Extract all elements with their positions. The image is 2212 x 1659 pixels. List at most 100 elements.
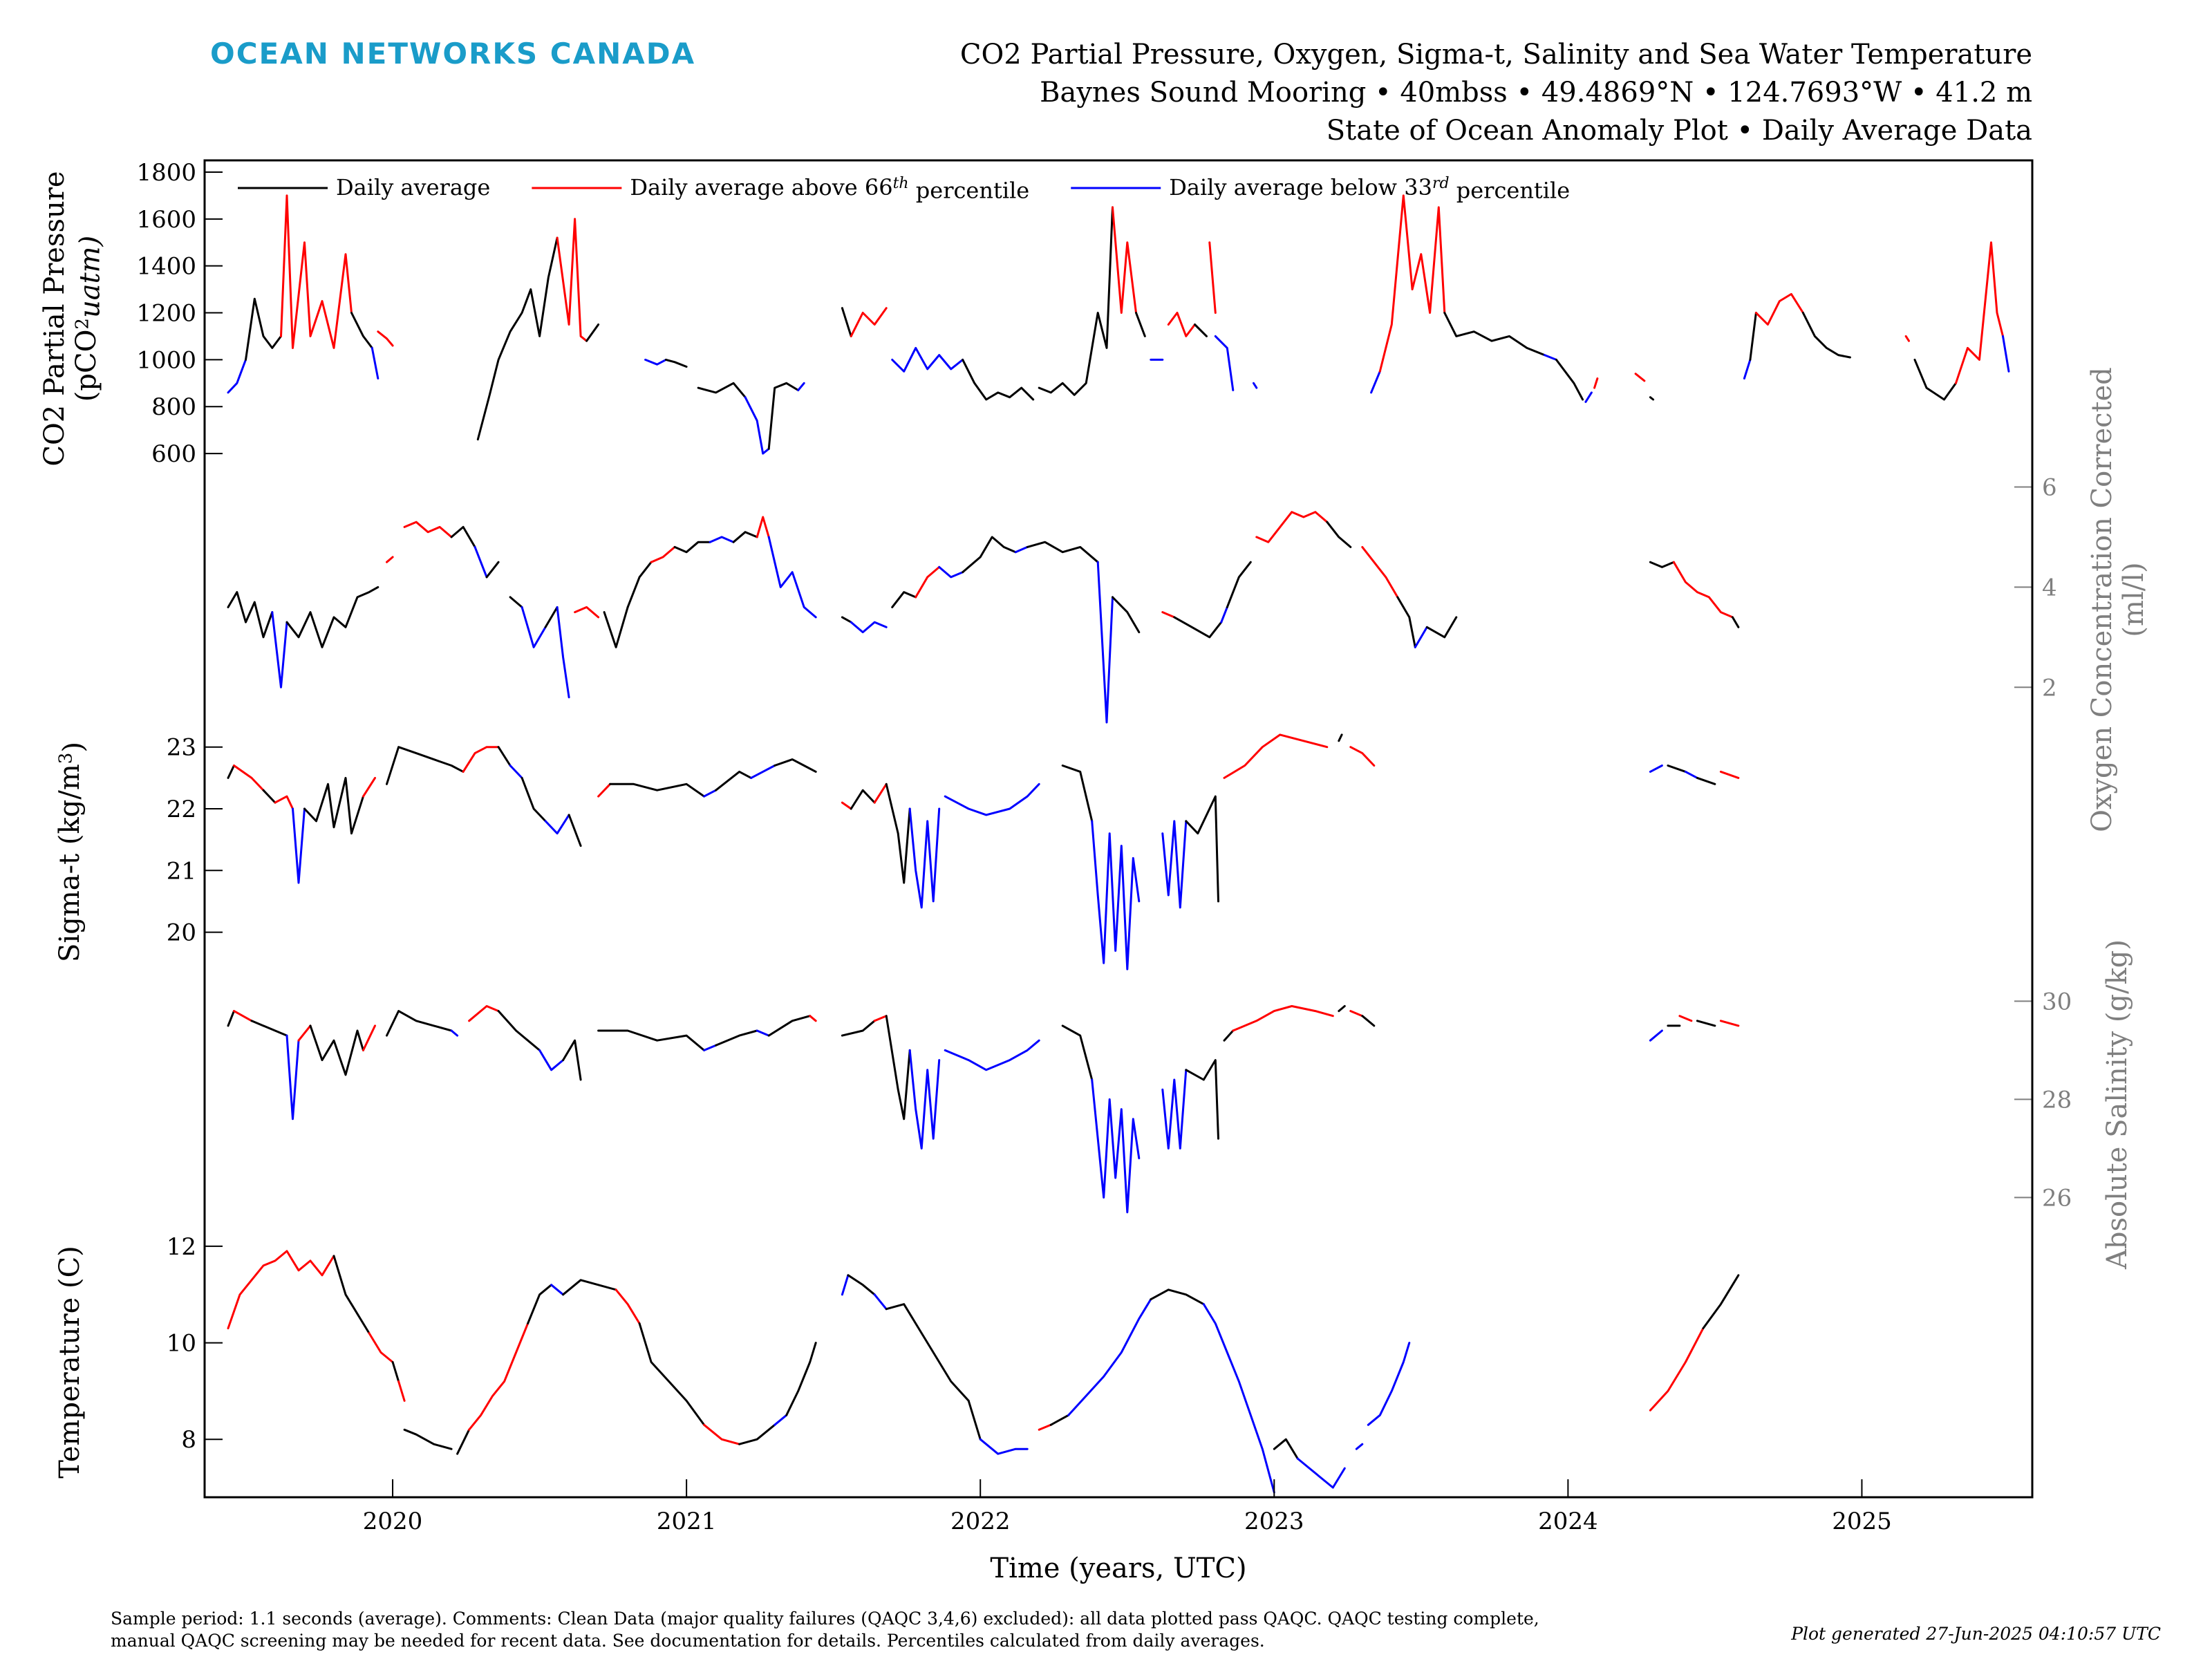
co2-series-blue-line (1370, 370, 1381, 394)
oxygen-series-black-line (1173, 616, 1223, 639)
oxygen-series-blue-line (850, 621, 888, 634)
temperature-series-blue-line (841, 1274, 850, 1296)
co2-series-red-line (280, 194, 353, 349)
sigmat-series-blue-line (544, 814, 570, 835)
sigmat-series-black-line (262, 789, 276, 804)
salinity-series-red-line (362, 1024, 376, 1051)
salinity-series-red-line (809, 1015, 817, 1022)
oxygen-series-black-line (509, 596, 523, 608)
x-tick-label: 2023 (1244, 1508, 1304, 1535)
oxygen-series-blue-line (767, 536, 817, 619)
temperature-series-black-line (1049, 1414, 1070, 1426)
co2-series-black-line (1443, 312, 1546, 357)
sigmat-series-red-line (873, 782, 888, 804)
co2-y-tick-label: 1200 (136, 300, 196, 328)
salinity-series-red-line (297, 1024, 312, 1042)
co2-series-red-line (377, 330, 394, 347)
temperature-series-black-line (638, 1322, 706, 1426)
temperature-series-red-line (368, 1332, 394, 1363)
salinity-series-blue-line (703, 1044, 718, 1051)
salinity-series-blue-line (1091, 1078, 1141, 1214)
oxygen-series-black-line (962, 536, 1017, 574)
sigmat-y-tick-label: 21 (167, 857, 196, 885)
co2-series-black-line (1555, 358, 1584, 401)
oxygen-series-blue-line (474, 545, 488, 579)
x-tick-label: 2024 (1538, 1508, 1598, 1535)
temperature-series-black-line (785, 1342, 817, 1416)
panel-sigmat: 20 21 22 23 Sigma-t (kg/m3) (54, 722, 1740, 982)
co2-series-black-line (1194, 324, 1208, 337)
salinity-series-black-line (715, 1029, 758, 1047)
x-tick-label: 2020 (363, 1508, 423, 1535)
co2-series-blue-line (744, 396, 770, 455)
salinity-series-red-line (873, 1015, 888, 1022)
sigmat-y-tick-label: 20 (167, 919, 196, 947)
temperature-series-blue-line (1296, 1457, 1346, 1489)
co2-series-blue-line (1743, 358, 1752, 379)
salinity-series-blue-line (908, 1049, 941, 1150)
oxygen-series-red-line (574, 606, 600, 619)
sigmat-series-red-line (1719, 770, 1740, 779)
salinity-series-black-line (841, 1020, 876, 1037)
oxygen-y-tick-label: 2 (2042, 674, 2057, 702)
legend: Daily average Daily average above 66th pe… (238, 174, 1570, 204)
co2-y-tick-label: 600 (151, 440, 196, 468)
co2-series-black-line (962, 358, 1035, 401)
salinity-series-blue-line (944, 1039, 1040, 1071)
sigmat-series-red-line (233, 765, 265, 791)
oxygen-series-blue-line (938, 565, 964, 579)
chart-subtitle-location: Baynes Sound Mooring • 40mbss • 49.4869°… (1040, 77, 2032, 109)
co2-series-blue-line (1543, 354, 1557, 361)
oxygen-series-red-line (386, 556, 394, 563)
temperature-series-black-line (738, 1423, 776, 1445)
oxygen-series-red-line (1672, 561, 1734, 619)
sigmat-y-label: Sigma-t (kg/m3) (54, 742, 90, 962)
sigmat-series-red-line (1223, 733, 1329, 779)
plot-frame (203, 159, 2034, 1499)
co2-series-black-line (585, 324, 600, 342)
salinity-series-red-line (1719, 1020, 1740, 1027)
temperature-series-red-line (615, 1288, 641, 1325)
temperature-series-red-line (397, 1380, 406, 1402)
salinity-series-red-line (233, 1010, 253, 1022)
co2-series-black-line (1135, 312, 1146, 337)
co2-series-red-line (1754, 292, 1804, 326)
salinity-series-red-line (1678, 1015, 1693, 1022)
temperature-series-blue-line (774, 1414, 788, 1426)
salinity-series-red-line (1232, 1005, 1334, 1032)
sigmat-series-blue-line (703, 789, 718, 798)
temperature-series-black-line (885, 1303, 970, 1402)
sigmat-series-black-line (303, 776, 364, 835)
oxygen-series-black-line (1026, 541, 1099, 563)
sigmat-series-red-line (1349, 746, 1376, 767)
chart-subtitle-type: State of Ocean Anomaly Plot • Daily Aver… (1327, 115, 2032, 147)
salinity-series-black-line (250, 1020, 288, 1037)
oxygen-series-blue-line (521, 606, 547, 648)
co2-y-tick-label: 1800 (136, 159, 196, 187)
salinity-series-blue-line (1649, 1029, 1663, 1042)
oxygen-y-tick-label: 4 (2042, 574, 2057, 601)
co2-series-blue-line (227, 358, 247, 394)
salinity-series-red-line (1349, 1010, 1364, 1018)
sigmat-series-black-line (227, 765, 235, 779)
temperature-series-black-line (403, 1428, 453, 1450)
sigmat-series-blue-line (509, 765, 523, 779)
salinity-series-blue-line (1161, 1069, 1188, 1150)
sigmat-series-black-line (568, 814, 582, 847)
oxygen-series-black-line (732, 531, 758, 543)
salinity-series-black-line (767, 1015, 812, 1037)
salinity-series-blue-line (756, 1029, 770, 1037)
salinity-series-black-line (1338, 1005, 1346, 1013)
co2-series-red-line (1955, 241, 2004, 384)
oxygen-series-black-line (1425, 616, 1458, 639)
oxygen-series-blue-line (1220, 606, 1228, 624)
co2-series-black-line (1801, 312, 1851, 359)
temperature-series-black-line (391, 1361, 400, 1382)
sigmat-series-black-line (521, 776, 547, 823)
oxygen-series-red-line (756, 516, 770, 538)
sigmat-series-black-line (1696, 776, 1716, 785)
co2-series-black-line (476, 236, 559, 441)
sigmat-y-tick-label: 22 (167, 796, 196, 823)
salinity-y-label: Absolute Salinity (g/kg) (2101, 939, 2133, 1270)
oxygen-series-blue-line (709, 536, 735, 543)
